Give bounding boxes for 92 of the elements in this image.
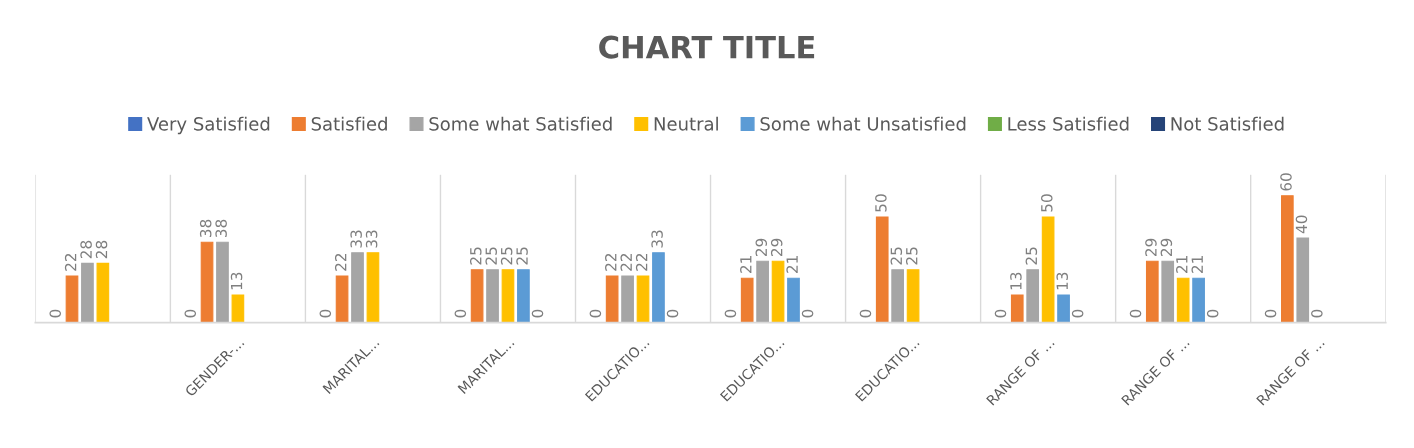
data-label: 0 <box>319 309 332 318</box>
bar <box>216 241 229 323</box>
bar <box>1145 260 1159 323</box>
bar <box>231 294 245 323</box>
bar <box>1176 277 1190 323</box>
data-label: 25 <box>516 247 528 265</box>
data-label: 29 <box>755 238 768 257</box>
bar <box>470 269 484 323</box>
data-label: 21 <box>1191 256 1203 273</box>
bar <box>200 241 214 323</box>
legend-label: Less Satisfied <box>1008 116 1129 131</box>
data-label: 50 <box>875 194 887 212</box>
data-label: 25 <box>500 247 513 265</box>
data-label: 13 <box>1010 272 1022 290</box>
legend-label: Satisfied <box>311 116 387 131</box>
bar <box>891 269 904 323</box>
data-label: 0 <box>589 309 602 318</box>
data-label: 0 <box>724 309 737 318</box>
bar <box>756 260 769 323</box>
bar <box>1057 294 1070 323</box>
data-label: 0 <box>1206 309 1219 318</box>
data-label: 29 <box>1145 238 1157 257</box>
data-label: 0 <box>994 309 1007 318</box>
bar <box>1010 294 1024 323</box>
data-label: 25 <box>890 247 903 265</box>
bar <box>65 275 79 323</box>
data-label: 0 <box>801 309 814 318</box>
data-label: 33 <box>651 230 663 248</box>
bar <box>1296 237 1310 323</box>
data-label: 25 <box>905 247 918 265</box>
data-label: 0 <box>1311 309 1323 318</box>
bar <box>517 269 530 323</box>
data-label: 33 <box>350 230 362 248</box>
data-label: 21 <box>740 256 752 273</box>
legend-label: Very Satisfied <box>147 116 270 135</box>
data-label: 0 <box>1264 309 1277 318</box>
data-label: 28 <box>80 240 92 259</box>
data-label: 25 <box>485 247 497 265</box>
bar <box>486 269 499 323</box>
chart-title: CHART TITLE <box>599 35 815 59</box>
legend-label: Not Satisfied <box>1171 116 1284 131</box>
bar <box>1280 195 1294 323</box>
data-label: 21 <box>1176 256 1188 273</box>
bar <box>366 252 380 323</box>
data-label: 22 <box>620 254 632 271</box>
data-label: 40 <box>1295 215 1308 234</box>
data-label: 0 <box>454 309 467 318</box>
bar <box>1041 216 1055 323</box>
bar <box>875 216 889 323</box>
bar <box>96 262 110 323</box>
bar <box>1192 277 1205 323</box>
data-label: 29 <box>770 238 783 257</box>
data-label: 22 <box>64 254 77 271</box>
data-label: 0 <box>859 309 872 318</box>
data-label: 22 <box>334 254 347 271</box>
data-label: 25 <box>1025 247 1038 265</box>
data-label: 0 <box>49 309 61 318</box>
bar <box>81 262 94 323</box>
data-label: 33 <box>365 230 378 248</box>
bar <box>740 277 754 323</box>
data-label: 50 <box>1041 194 1053 212</box>
legend-label: Some what Unsatisfied <box>760 116 966 131</box>
data-label: 60 <box>1280 173 1292 191</box>
bar <box>771 260 785 323</box>
bar <box>501 269 515 323</box>
data-label: 0 <box>666 309 679 318</box>
bar <box>636 275 650 323</box>
data-label: 0 <box>531 309 544 318</box>
data-label: 0 <box>1129 309 1142 318</box>
data-label: 13 <box>230 272 243 290</box>
data-label: 25 <box>469 247 482 265</box>
legend-label: Some what Satisfied <box>429 116 612 131</box>
bar <box>605 275 619 323</box>
legend-label: Neutral <box>654 116 718 131</box>
data-label: 22 <box>635 254 648 271</box>
data-label: 38 <box>215 219 227 237</box>
bar <box>1026 269 1040 323</box>
data-label: 21 <box>786 256 798 273</box>
bar <box>335 275 349 323</box>
bar <box>787 277 800 323</box>
data-label: 38 <box>199 219 212 237</box>
bar <box>621 275 634 323</box>
data-label: 29 <box>1160 238 1173 257</box>
bar <box>1161 260 1175 323</box>
data-label: 28 <box>95 240 108 259</box>
bar <box>906 269 920 323</box>
data-label: 22 <box>605 254 617 271</box>
bar <box>652 252 665 323</box>
data-label: 0 <box>1071 309 1084 318</box>
data-label: 0 <box>184 309 197 318</box>
data-label: 13 <box>1056 272 1068 290</box>
bar <box>351 252 364 323</box>
